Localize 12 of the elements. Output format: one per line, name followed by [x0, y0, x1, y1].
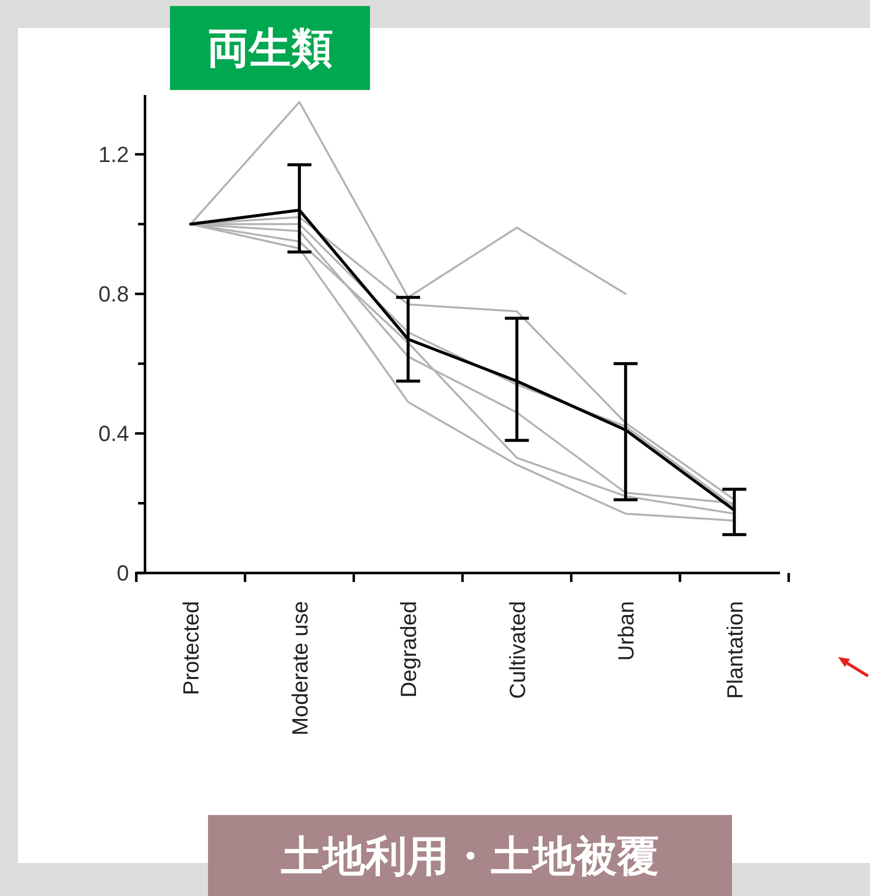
x-axis-title: 土地利用・土地被覆: [280, 832, 659, 880]
y-tick-label: 0: [116, 560, 129, 586]
x-tick-label: Urban: [614, 601, 639, 661]
y-tick-label: 0.8: [98, 282, 129, 307]
y-tick-label: 0.4: [98, 421, 129, 446]
x-tick-label: Moderate use: [287, 601, 312, 736]
x-tick-label: Plantation: [722, 601, 748, 699]
x-tick-label: Protected: [178, 601, 204, 696]
chart-title: 両生類: [207, 24, 333, 72]
x-tick-label: Cultivated: [504, 601, 530, 699]
y-tick-label: 1.2: [98, 142, 129, 168]
x-tick-label: Degraded: [396, 601, 422, 698]
